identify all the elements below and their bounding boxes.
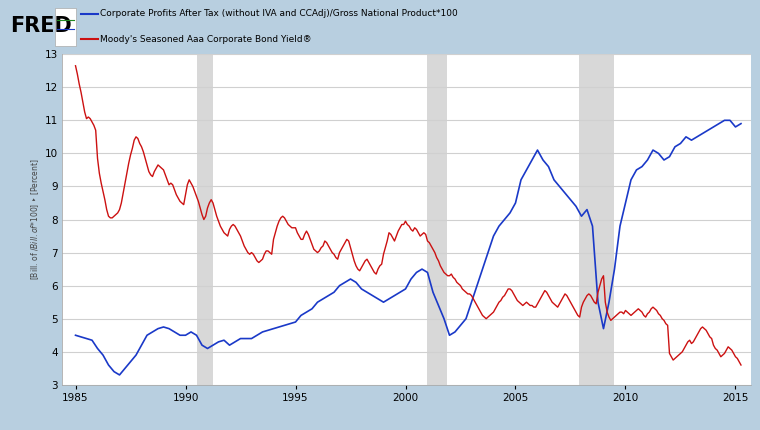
Text: Moody's Seasoned Aaa Corporate Bond Yield®: Moody's Seasoned Aaa Corporate Bond Yiel…: [100, 34, 312, 43]
Bar: [55, 8, 76, 46]
Y-axis label: [Bill. of $/Bill. of $*100] ‣ [Percent]: [Bill. of $/Bill. of $*100] ‣ [Percent]: [29, 159, 41, 280]
Bar: [427, 54, 448, 385]
Text: Corporate Profits After Tax (without IVA and CCAdj)/Gross National Product*100: Corporate Profits After Tax (without IVA…: [100, 9, 458, 18]
Bar: [197, 54, 213, 385]
Bar: [579, 54, 615, 385]
Text: FRED: FRED: [10, 16, 71, 36]
